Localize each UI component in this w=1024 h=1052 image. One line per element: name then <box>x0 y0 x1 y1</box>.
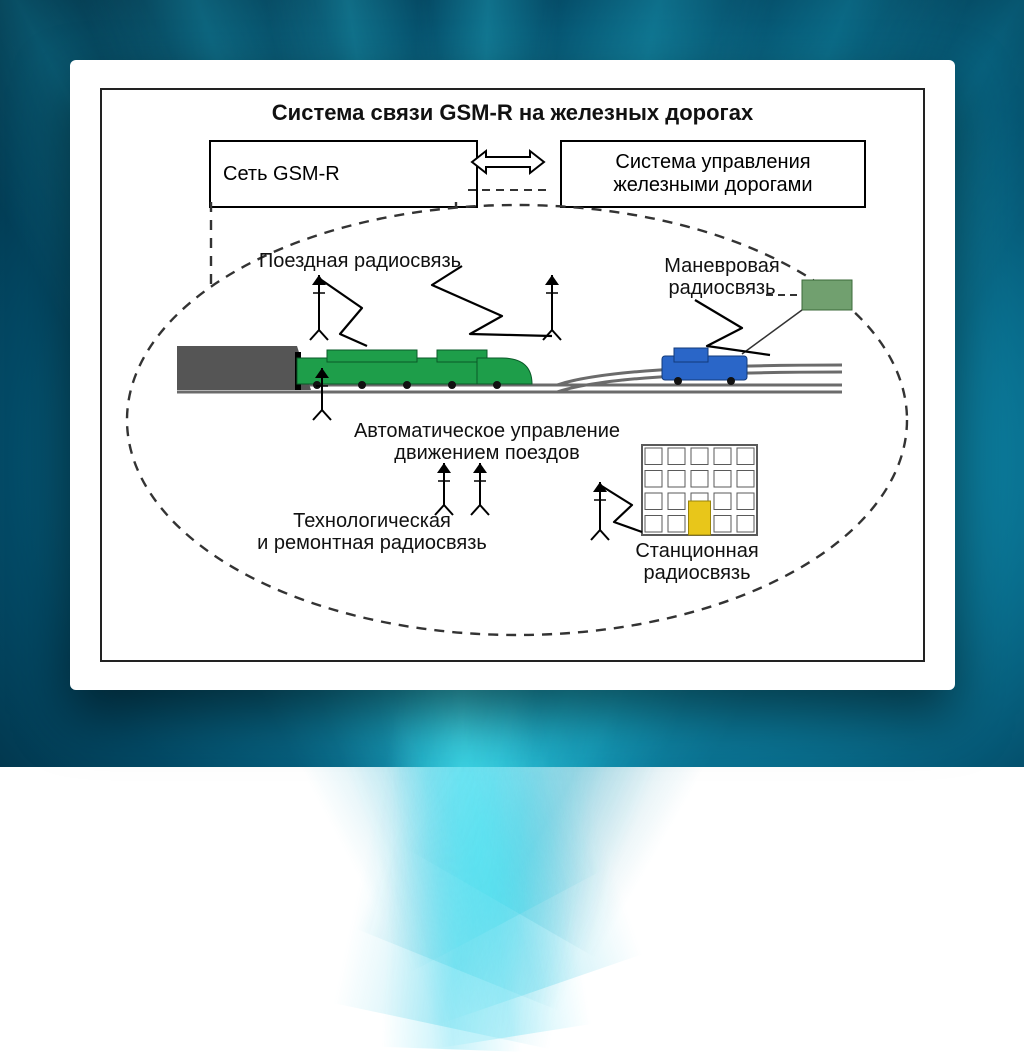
antenna-a5 <box>471 463 489 515</box>
station-building <box>642 445 757 535</box>
signal-s-poezd-left <box>320 279 367 346</box>
antenna-a2 <box>543 275 561 340</box>
antenna-a4 <box>435 463 453 515</box>
antenna-a1 <box>310 275 328 340</box>
antenna-a6 <box>591 482 609 540</box>
train <box>297 350 532 389</box>
slide-card: Система связи GSM-R на железных дорогах … <box>70 60 955 690</box>
scene <box>102 90 932 665</box>
shunter <box>662 348 747 385</box>
signal-s-station <box>600 485 642 532</box>
signal-s-poezd-right <box>432 266 552 336</box>
tunnel <box>177 346 311 390</box>
signal-s-manevr <box>695 300 770 355</box>
control-unit <box>802 280 852 310</box>
diagram-sheet: Система связи GSM-R на железных дорогах … <box>100 88 925 662</box>
